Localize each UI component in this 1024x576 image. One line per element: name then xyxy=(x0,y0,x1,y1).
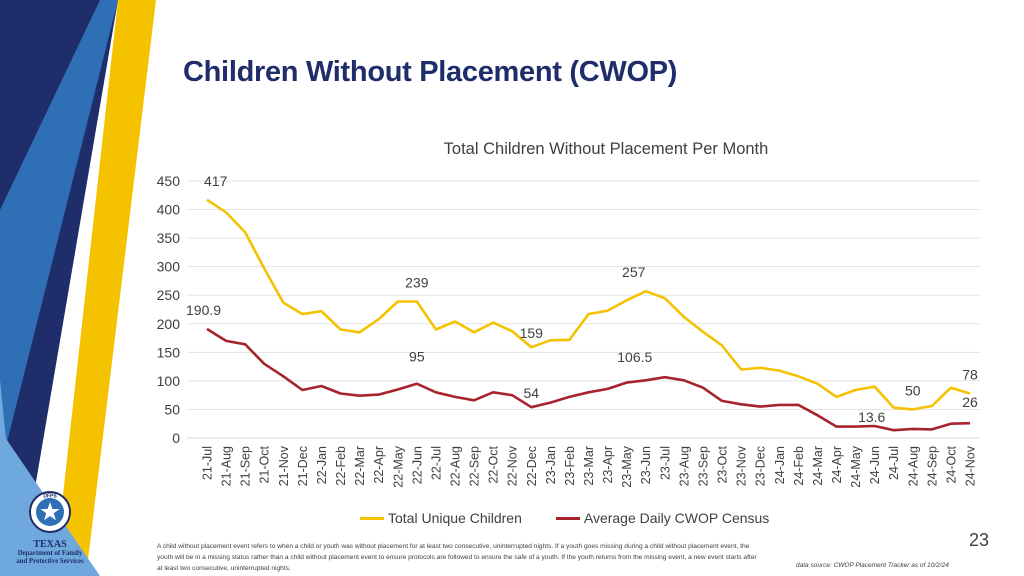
chart-legend: Total Unique Children Average Daily CWOP… xyxy=(360,510,803,526)
x-tick-label: 23-Sep xyxy=(696,446,710,486)
navy-stripe xyxy=(0,0,118,576)
y-tick-label: 350 xyxy=(157,230,181,246)
x-tick-label: 22-Dec xyxy=(525,446,539,486)
y-tick-label: 450 xyxy=(157,173,181,189)
series-line-average-daily-census xyxy=(206,327,971,432)
x-tick-label: 21-Aug xyxy=(220,446,234,486)
data-label: 95 xyxy=(409,349,425,365)
data-label: 239 xyxy=(405,275,429,291)
y-tick-label: 50 xyxy=(164,401,180,417)
x-tick-label: 24-Nov xyxy=(964,445,978,486)
y-tick-label: 250 xyxy=(157,287,181,303)
x-tick-label: 21-Nov xyxy=(277,445,291,486)
texas-seal-icon: DFPS xyxy=(29,491,71,533)
y-tick-label: 150 xyxy=(157,344,181,360)
x-tick-label: 21-Sep xyxy=(239,446,253,486)
x-tick-label: 21-Dec xyxy=(296,446,310,486)
y-tick-label: 100 xyxy=(157,373,181,389)
x-tick-label: 23-May xyxy=(620,445,634,487)
x-tick-label: 22-Nov xyxy=(506,445,520,486)
source-text: CWOP Placement Tracker as of 10/2/24 xyxy=(833,562,949,569)
y-tick-label: 200 xyxy=(157,316,181,332)
x-tick-label: 22-Sep xyxy=(468,446,482,486)
logo-name: TEXAS xyxy=(33,539,67,550)
data-label: 13.6 xyxy=(858,409,885,425)
data-label: 78 xyxy=(962,366,978,382)
x-tick-label: 24-Jun xyxy=(868,446,882,484)
x-tick-label: 24-Apr xyxy=(830,446,844,484)
x-tick-label: 23-Nov xyxy=(735,445,749,486)
data-label: 159 xyxy=(520,325,544,341)
x-tick-label: 23-Apr xyxy=(601,446,615,484)
data-source: data source: CWOP Placement Tracker as o… xyxy=(796,562,949,569)
logo-badge-text: DFPS xyxy=(43,494,57,500)
x-tick-label: 23-Oct xyxy=(716,445,730,483)
x-tick-label: 23-Jan xyxy=(544,446,558,484)
x-tick-label: 24-Aug xyxy=(906,446,920,486)
x-tick-label: 24-Oct xyxy=(944,445,958,483)
legend-item-total: Total Unique Children xyxy=(360,510,522,526)
data-label: 106.5 xyxy=(617,349,652,365)
legend-item-census: Average Daily CWOP Census xyxy=(555,510,770,526)
x-tick-label: 24-Jul xyxy=(887,446,901,480)
x-tick-label: 23-Dec xyxy=(754,446,768,486)
legend-swatch-total xyxy=(360,516,384,520)
x-tick-label: 22-Jan xyxy=(315,446,329,484)
y-tick-label: 300 xyxy=(157,259,181,275)
x-tick-label: 22-Apr xyxy=(372,446,386,484)
page-number: 23 xyxy=(969,530,990,550)
footnote: A child without placement event refers t… xyxy=(157,543,757,572)
page-title: Children Without Placement (CWOP) xyxy=(183,56,678,88)
series-line-total-unique-children xyxy=(206,198,971,411)
x-tick-label: 24-Sep xyxy=(925,446,939,486)
blue-stripe xyxy=(0,0,118,470)
x-tick-label: 24-Mar xyxy=(811,446,825,486)
x-tick-label: 23-Aug xyxy=(677,446,691,486)
dfps-logo: DFPS TEXAS Department of Family and Prot… xyxy=(10,490,90,566)
x-tick-label: 22-Jul xyxy=(429,446,443,480)
y-tick-label: 400 xyxy=(157,202,181,218)
logo-subtitle-2: and Protective Services xyxy=(16,558,84,565)
logo-subtitle-1: Department of Family xyxy=(17,550,83,557)
x-tick-label: 23-Jun xyxy=(639,446,653,484)
data-label: 417 xyxy=(204,173,228,189)
decorative-stripes xyxy=(0,0,156,576)
data-label: 54 xyxy=(523,385,539,401)
x-tick-label: 24-Jan xyxy=(773,446,787,484)
x-tick-label: 23-Mar xyxy=(582,446,596,486)
gold-stripe xyxy=(54,0,156,576)
data-label: 50 xyxy=(905,382,921,398)
x-tick-label: 22-Mar xyxy=(353,446,367,486)
x-tick-label: 22-Feb xyxy=(334,446,348,486)
data-label: 257 xyxy=(622,264,646,280)
x-tick-label: 21-Jul xyxy=(201,446,215,480)
x-tick-label: 22-Jun xyxy=(410,446,424,484)
chart-title: Total Children Without Placement Per Mon… xyxy=(443,140,769,158)
y-tick-label: 0 xyxy=(172,430,180,446)
x-tick-label: 24-Feb xyxy=(792,446,806,486)
legend-label-total: Total Unique Children xyxy=(388,510,522,526)
x-tick-label: 22-May xyxy=(391,445,405,487)
legend-label-census: Average Daily CWOP Census xyxy=(583,510,770,526)
x-tick-label: 22-Oct xyxy=(487,445,501,483)
x-tick-label: 22-Aug xyxy=(448,446,462,486)
x-tick-label: 21-Oct xyxy=(258,445,272,483)
legend-swatch-census xyxy=(555,516,580,520)
x-tick-label: 23-Feb xyxy=(563,446,577,486)
source-label: data source: xyxy=(796,562,832,569)
x-tick-label: 23-Jul xyxy=(658,446,672,480)
x-tick-label: 24-May xyxy=(849,445,863,487)
data-label: 190.9 xyxy=(186,302,221,318)
data-label: 26 xyxy=(962,394,978,410)
